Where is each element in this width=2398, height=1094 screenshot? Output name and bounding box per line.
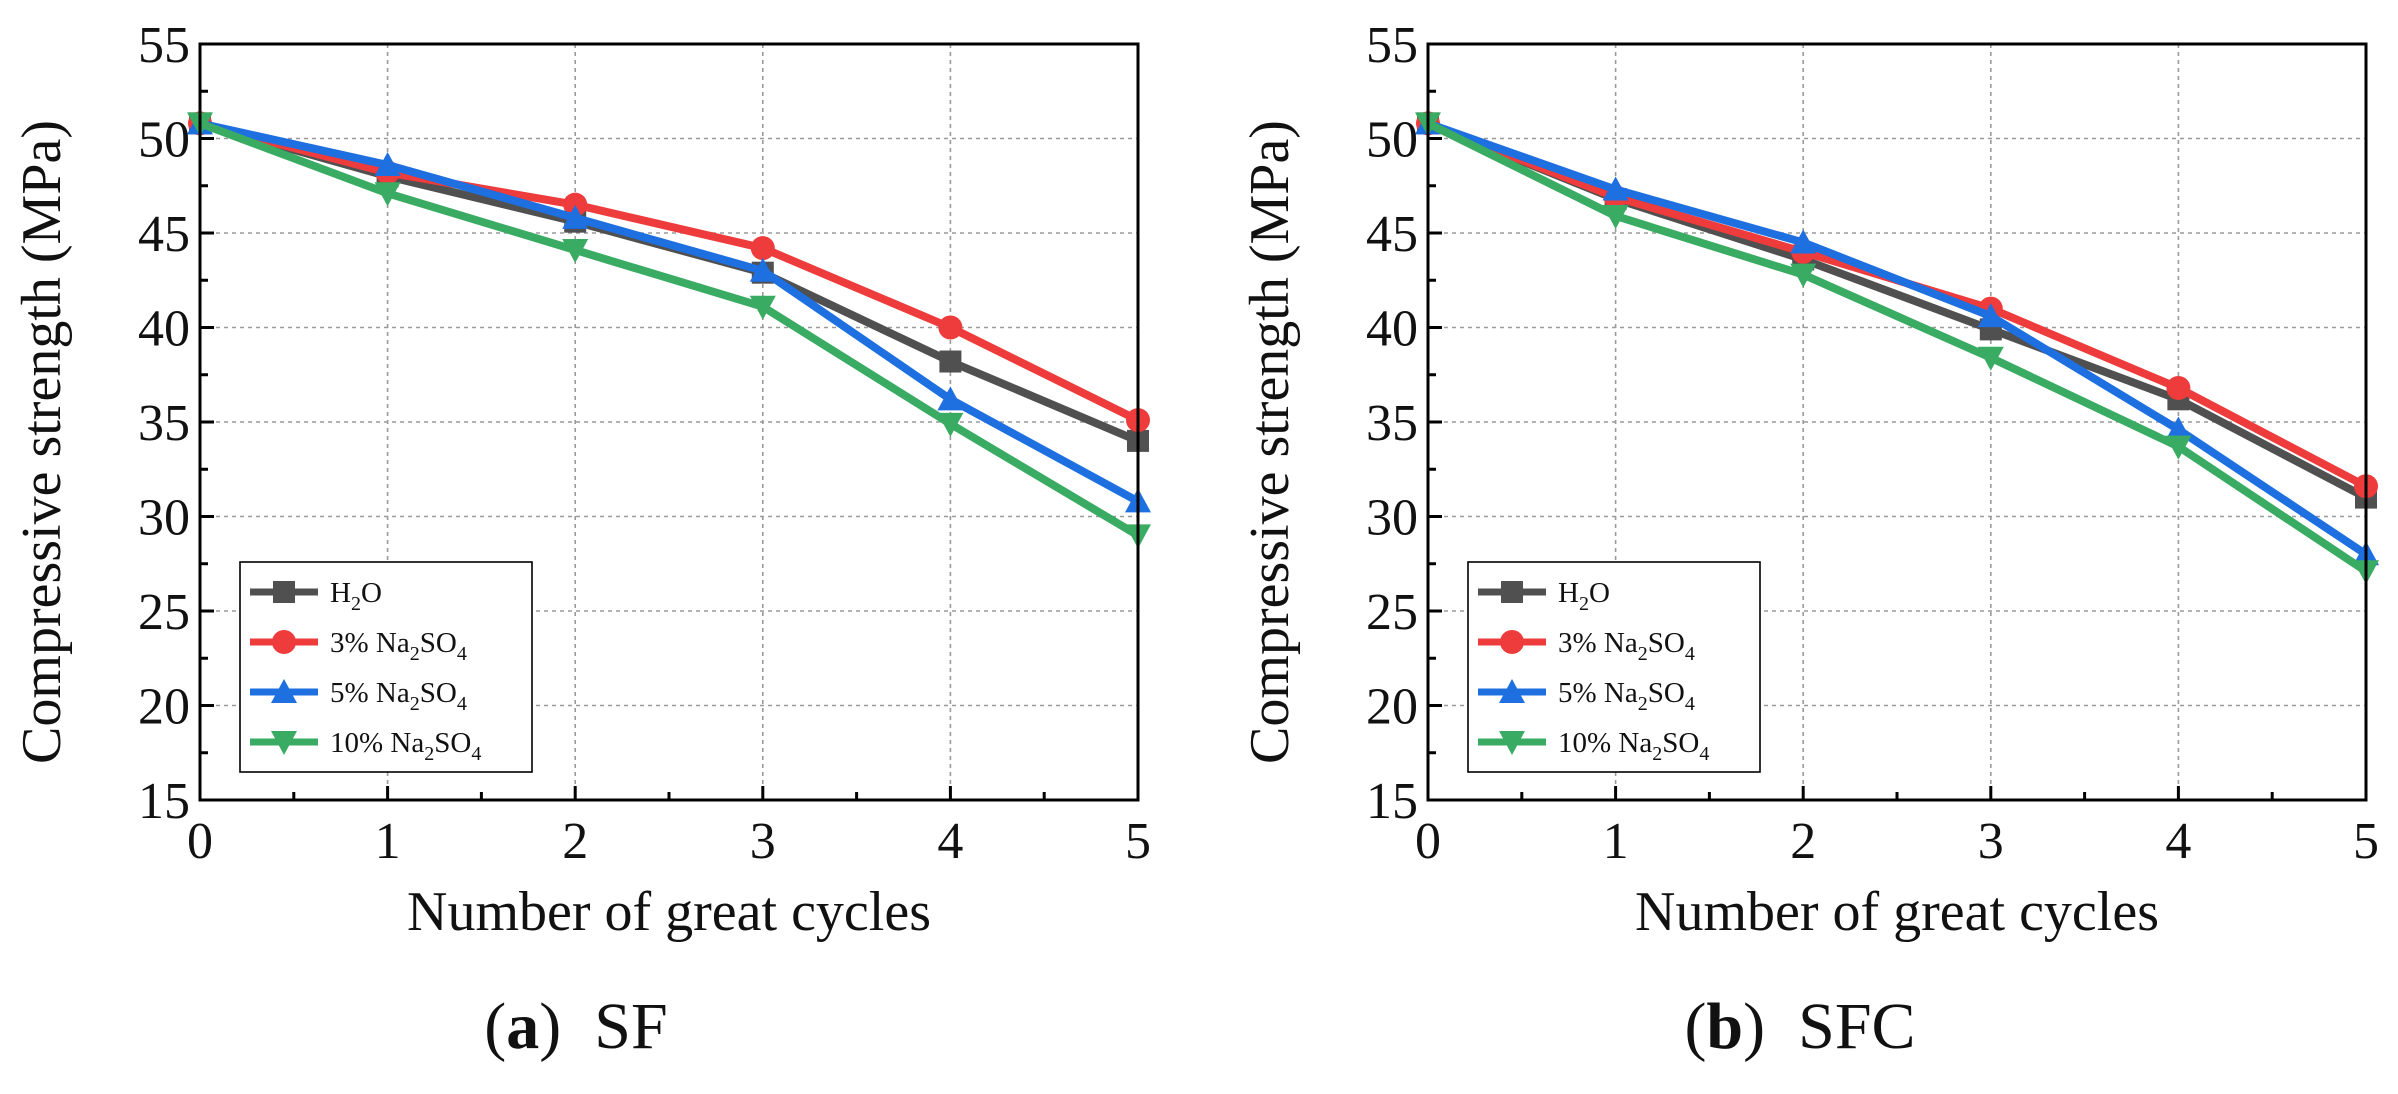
legend-marker: [273, 581, 295, 603]
legend-label: 10% Na2SO4: [330, 727, 481, 765]
data-point: [1790, 229, 1817, 254]
legend-item-2: 5% Na2SO4: [250, 677, 467, 715]
data-point: [749, 257, 776, 282]
x-tick-label: 4: [2165, 813, 2191, 870]
legend-label: H2O: [330, 577, 382, 615]
y-tick-label: 40: [138, 301, 190, 358]
y-tick-label: 50: [138, 112, 190, 169]
legend-item-1: 3% Na2SO4: [1478, 627, 1695, 665]
series-line-2: [199, 119, 1140, 505]
legend-marker: [271, 679, 297, 703]
series-3: [1415, 112, 2379, 585]
y-tick-label: 40: [1366, 301, 1418, 358]
data-point: [1977, 346, 2004, 371]
data-point: [939, 350, 962, 373]
series-line-1: [198, 119, 1140, 424]
legend-label: H2O: [1558, 577, 1610, 615]
y-tick-label: 35: [1366, 395, 1418, 452]
y-tick-label: 15: [1366, 773, 1418, 830]
legend-item-0: H2O: [250, 577, 382, 615]
legend: H2O 3% Na2SO4 5% Na2SO4 10% Na2SO4: [239, 561, 533, 773]
panel-caption: (a) SF: [484, 990, 667, 1063]
legend-marker: [1501, 581, 1523, 603]
y-axis-title: Compressive strength (MPa): [11, 120, 73, 764]
data-point: [937, 412, 964, 437]
data-point: [938, 315, 963, 340]
y-tick-label: 45: [1366, 206, 1418, 263]
data-point: [937, 386, 964, 411]
data-point: [562, 239, 589, 264]
y-tick-label: 20: [138, 679, 190, 736]
y-axis-title: Compressive strength (MPa): [1239, 120, 1301, 764]
data-point: [374, 151, 401, 176]
data-point: [1602, 204, 1629, 229]
y-tick-label: 25: [1366, 584, 1418, 641]
series-line-2: [1426, 119, 2369, 558]
legend-label: 3% Na2SO4: [330, 627, 467, 665]
x-tick-label: 1: [375, 813, 401, 870]
legend-item-0: H2O: [1478, 577, 1610, 615]
y-tick-label: 30: [1366, 490, 1418, 547]
data-point: [1790, 263, 1817, 288]
series-line-3: [1426, 119, 2369, 575]
y-tick-label: 35: [138, 395, 190, 452]
x-tick-label: 1: [1603, 813, 1629, 870]
data-point: [563, 192, 588, 217]
x-axis-title: Number of great cycles: [407, 881, 931, 943]
y-tick-label: 55: [138, 17, 190, 74]
series-line-3: [198, 119, 1141, 539]
legend-label: 5% Na2SO4: [330, 677, 467, 715]
x-tick-label: 3: [1978, 813, 2004, 870]
data-point: [2166, 375, 2191, 400]
legend: H2O 3% Na2SO4 5% Na2SO4 10% Na2SO4: [1467, 561, 1761, 773]
x-tick-label: 3: [750, 813, 776, 870]
legend-item-3: 10% Na2SO4: [250, 727, 481, 765]
legend-item-1: 3% Na2SO4: [250, 627, 467, 665]
legend-item-2: 5% Na2SO4: [1478, 677, 1695, 715]
data-point: [750, 236, 775, 261]
legend-marker: [1499, 679, 1525, 703]
data-point: [749, 295, 776, 320]
y-tick-label: 55: [1366, 17, 1418, 74]
y-tick-label: 50: [1366, 112, 1418, 169]
panel-caption: (b) SFC: [1684, 990, 1915, 1063]
y-tick-label: 45: [138, 206, 190, 263]
series-3: [187, 112, 1151, 549]
x-tick-label: 0: [1415, 813, 1441, 870]
data-point: [562, 204, 589, 229]
series-line-1: [1426, 119, 2368, 490]
x-tick-label: 0: [187, 813, 213, 870]
data-point: [2165, 435, 2192, 460]
x-tick-label: 5: [1125, 813, 1151, 870]
legend-label: 5% Na2SO4: [1558, 677, 1695, 715]
y-tick-label: 25: [138, 584, 190, 641]
x-tick-label: 5: [2353, 813, 2379, 870]
legend-marker: [272, 630, 296, 654]
x-tick-label: 4: [937, 813, 963, 870]
x-tick-label: 2: [1790, 813, 1816, 870]
data-point: [2165, 416, 2192, 441]
x-axis-title: Number of great cycles: [1635, 881, 2159, 943]
legend-label: 3% Na2SO4: [1558, 627, 1695, 665]
legend-marker: [1499, 731, 1525, 755]
data-point: [374, 182, 401, 207]
legend-marker: [271, 731, 297, 755]
legend-label: 10% Na2SO4: [1558, 727, 1709, 765]
data-point: [1602, 176, 1629, 201]
y-tick-label: 30: [138, 490, 190, 547]
y-tick-label: 20: [1366, 679, 1418, 736]
y-tick-label: 15: [138, 773, 190, 830]
x-tick-label: 2: [562, 813, 588, 870]
legend-item-3: 10% Na2SO4: [1478, 727, 1709, 765]
data-point: [1977, 303, 2004, 328]
legend-marker: [1500, 630, 1524, 654]
